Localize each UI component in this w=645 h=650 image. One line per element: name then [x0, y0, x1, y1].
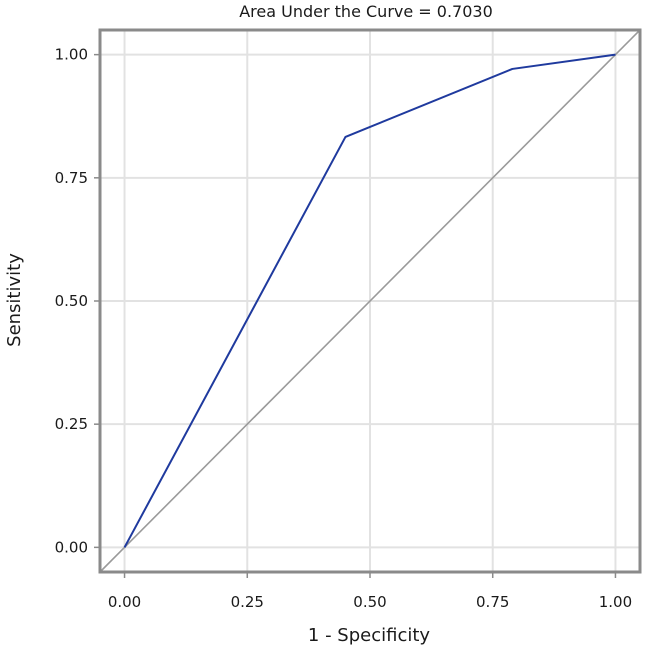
x-axis-title: 1 - Specificity [308, 625, 431, 646]
y-tick-label: 0.00 [55, 538, 88, 556]
x-axis: 0.00 0.25 0.50 0.75 1.00 [108, 572, 632, 611]
chart-title: Area Under the Curve = 0.7030 [239, 2, 493, 21]
x-tick-label: 0.25 [231, 593, 264, 611]
x-tick-label: 1.00 [599, 593, 632, 611]
y-tick-label: 0.75 [55, 169, 88, 187]
x-tick-label: 0.50 [353, 593, 386, 611]
roc-curve-line [123, 53, 616, 548]
y-axis-title: Sensitivity [4, 253, 25, 347]
y-tick-label: 1.00 [55, 46, 88, 64]
reference-diagonal-line [99, 29, 641, 573]
x-tick-label: 0.75 [476, 593, 509, 611]
series-layer [99, 29, 641, 573]
x-tick-label: 0.00 [108, 593, 141, 611]
y-axis: 0.00 0.25 0.50 0.75 1.00 [55, 46, 100, 556]
y-tick-label: 0.50 [55, 292, 88, 310]
y-tick-label: 0.25 [55, 415, 88, 433]
